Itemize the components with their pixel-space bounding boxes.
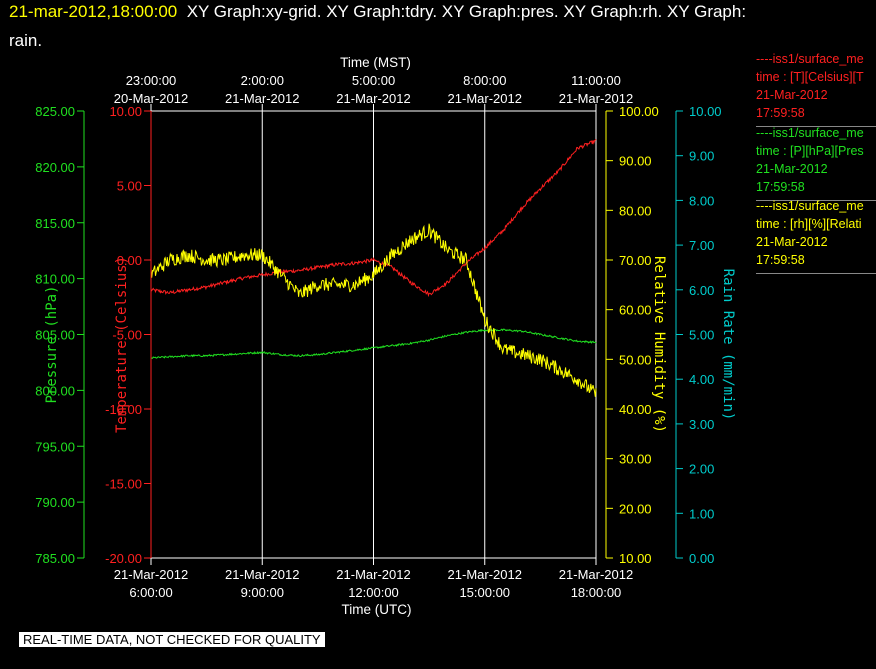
- rain-tick-label: 1.00: [689, 506, 714, 521]
- bottom-tick-date: 21-Mar-2012: [448, 567, 522, 582]
- temp-tick-label: 10.00: [109, 104, 142, 119]
- pres-tick-label: 785.00: [35, 551, 75, 566]
- top-tick-time: 2:00:00: [241, 73, 284, 88]
- rain-tick-label: 2.00: [689, 462, 714, 477]
- legend-date: 21-Mar-2012: [756, 88, 828, 102]
- bottom-axis-title: Time (UTC): [342, 602, 412, 617]
- rh-tick-label: 10.00: [619, 551, 652, 566]
- legend-date: 21-Mar-2012: [756, 235, 828, 249]
- rh-axis: 10.00 20.00 30.00 40.00 50.00 60.00 70.00 80.00…: [605, 104, 667, 566]
- pres-tick-label: 795.00: [35, 439, 75, 454]
- temp-tick-label: -10.00: [105, 402, 142, 417]
- rh-tick-label: 50.00: [619, 352, 652, 367]
- top-tick-time: 8:00:00: [463, 73, 506, 88]
- rain-tick-label: 10.00: [689, 104, 722, 119]
- legend-line1: ----iss1/surface_me: [756, 52, 864, 66]
- bottom-tick-time: 6:00:00: [129, 585, 172, 600]
- rain-axis-title: Rain Rate (mm/min): [720, 269, 736, 421]
- legend-time: 17:59:58: [756, 106, 805, 120]
- bottom-tick-date: 21-Mar-2012: [559, 567, 633, 582]
- legend-time: 17:59:58: [756, 253, 805, 267]
- pres-tick-label: 800.00: [35, 383, 75, 398]
- pres-tick-label: 790.00: [35, 495, 75, 510]
- legend-separator: [756, 269, 876, 274]
- rain-tick-label: 5.00: [689, 328, 714, 343]
- top-tick-time: 23:00:00: [126, 73, 177, 88]
- rain-tick-label: 8.00: [689, 193, 714, 208]
- top-tick-date: 21-Mar-2012: [448, 91, 522, 106]
- bottom-tick-time: 15:00:00: [459, 585, 510, 600]
- bottom-tick-date: 21-Mar-2012: [336, 567, 410, 582]
- pres-tick-label: 825.00: [35, 104, 75, 119]
- legend-line2: time : [rh][%][Relati: [756, 217, 862, 231]
- legend-line1: ----iss1/surface_me: [756, 199, 864, 213]
- top-tick-date: 21-Mar-2012: [336, 91, 410, 106]
- top-tick-time: 11:00:00: [571, 73, 621, 88]
- temp-axis-title: Temperature (Celsius): [114, 256, 130, 433]
- graph-title: 21-mar-2012,18:00:00 XY Graph:xy-grid. X…: [9, 2, 746, 22]
- time-axes: 21-Mar-2012 6:00:00 21-Mar-2012 9:00:00 21-M…: [114, 55, 633, 617]
- bottom-tick-date: 21-Mar-2012: [225, 567, 299, 582]
- rh-tick-label: 90.00: [619, 154, 652, 169]
- temp-tick-label: -15.00: [105, 477, 142, 492]
- legend-line1: ----iss1/surface_me: [756, 126, 864, 140]
- temp-series-line: [150, 139, 597, 298]
- rh-axis-title: Relative Humidity (%): [651, 256, 667, 433]
- bottom-tick-date: 21-Mar-2012: [114, 567, 188, 582]
- legend-separator: [756, 196, 876, 201]
- top-tick-date: 20-Mar-2012: [114, 91, 188, 106]
- temp-tick-label: -5.00: [112, 328, 142, 343]
- rain-axis: 0.00 1.00 2.00 3.00 4.00 5.00 6.00 7.00 8.00 9.00…: [675, 104, 736, 566]
- legend-separator: [756, 122, 876, 127]
- rain-tick-label: 4.00: [689, 372, 714, 387]
- vertical-grid: [261, 111, 486, 558]
- pres-tick-label: 810.00: [35, 272, 75, 287]
- rh-tick-label: 70.00: [619, 253, 652, 268]
- temp-tick-label: 0.00: [117, 253, 142, 268]
- graph-title-continued: rain.: [9, 31, 43, 50]
- rain-tick-label: 7.00: [689, 238, 714, 253]
- temp-tick-label: -20.00: [105, 551, 142, 566]
- axes-layer: 785.00 790.00 795.00 800.00 805.00 810.00 815.…: [35, 104, 736, 566]
- rh-tick-label: 100.00: [619, 104, 659, 119]
- title-timestamp: 21-mar-2012,18:00:00: [9, 2, 178, 21]
- rain-tick-label: 9.00: [689, 149, 714, 164]
- rh-tick-label: 80.00: [619, 203, 652, 218]
- top-tick-time: 5:00:00: [352, 73, 395, 88]
- rain-tick-label: 0.00: [689, 551, 714, 566]
- pres-tick-label: 815.00: [35, 216, 75, 231]
- pres-axis: 785.00 790.00 795.00 800.00 805.00 810.00 815.…: [35, 104, 85, 566]
- legend-line2: time : [P][hPa][Pres: [756, 144, 864, 158]
- series-layer: [150, 139, 597, 397]
- rh-series-line: [150, 223, 597, 397]
- rh-tick-label: 40.00: [619, 402, 652, 417]
- pres-axis-title: Pressure (hPa): [44, 285, 60, 403]
- quality-disclaimer: REAL-TIME DATA, NOT CHECKED FOR QUALITY: [19, 632, 325, 647]
- top-tick-date: 21-Mar-2012: [559, 91, 633, 106]
- title-graph-list: XY Graph:xy-grid. XY Graph:tdry. XY Grap…: [186, 2, 747, 21]
- rh-tick-label: 60.00: [619, 303, 652, 318]
- temp-tick-label: 5.00: [117, 179, 142, 194]
- rain-tick-label: 6.00: [689, 283, 714, 298]
- top-axis-title: Time (MST): [340, 55, 411, 70]
- bottom-tick-time: 9:00:00: [241, 585, 284, 600]
- legend-date: 21-Mar-2012: [756, 162, 828, 176]
- bottom-tick-time: 12:00:00: [348, 585, 399, 600]
- pres-tick-label: 805.00: [35, 328, 75, 343]
- rain-tick-label: 3.00: [689, 417, 714, 432]
- rh-tick-label: 30.00: [619, 452, 652, 467]
- top-tick-date: 21-Mar-2012: [225, 91, 299, 106]
- pres-series-line: [150, 328, 597, 359]
- legend-line2: time : [T][Celsius][T: [756, 70, 864, 84]
- rh-tick-label: 20.00: [619, 501, 652, 516]
- temp-axis: -20.00 -15.00 -10.00 -5.00 0.00 5.00 10.00 Temp…: [105, 104, 152, 566]
- bottom-tick-time: 18:00:00: [571, 585, 622, 600]
- pres-tick-label: 820.00: [35, 160, 75, 175]
- legend-time: 17:59:58: [756, 180, 805, 194]
